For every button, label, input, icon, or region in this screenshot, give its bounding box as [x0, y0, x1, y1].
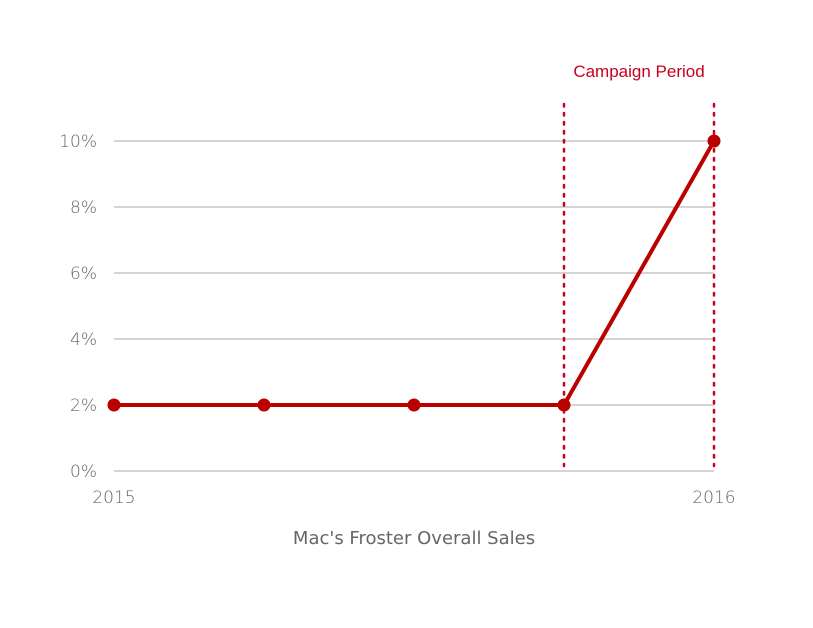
x-tick-label: 2015	[92, 488, 135, 508]
campaign-period-label: Campaign Period	[573, 62, 704, 81]
campaign-period-annotation: Campaign Period	[562, 62, 716, 468]
y-tick-label: 0%	[70, 462, 97, 482]
series-sales	[107, 134, 721, 412]
y-tick-label: 10%	[59, 132, 97, 152]
y-tick-label: 4%	[70, 330, 97, 350]
data-point	[557, 398, 571, 412]
data-point	[407, 398, 421, 412]
y-tick-label: 6%	[70, 264, 97, 284]
x-axis-ticks: 2015 2016	[92, 488, 735, 508]
gridlines	[114, 140, 714, 472]
y-tick-label: 8%	[70, 198, 97, 218]
y-tick-label: 2%	[70, 396, 97, 416]
y-axis-ticks: 0% 2% 4% 6% 8% 10%	[59, 132, 97, 482]
data-point	[107, 398, 121, 412]
chart-title: Mac's Froster Overall Sales	[293, 528, 535, 549]
data-point	[707, 134, 721, 148]
x-tick-label: 2016	[692, 488, 735, 508]
data-point	[257, 398, 271, 412]
